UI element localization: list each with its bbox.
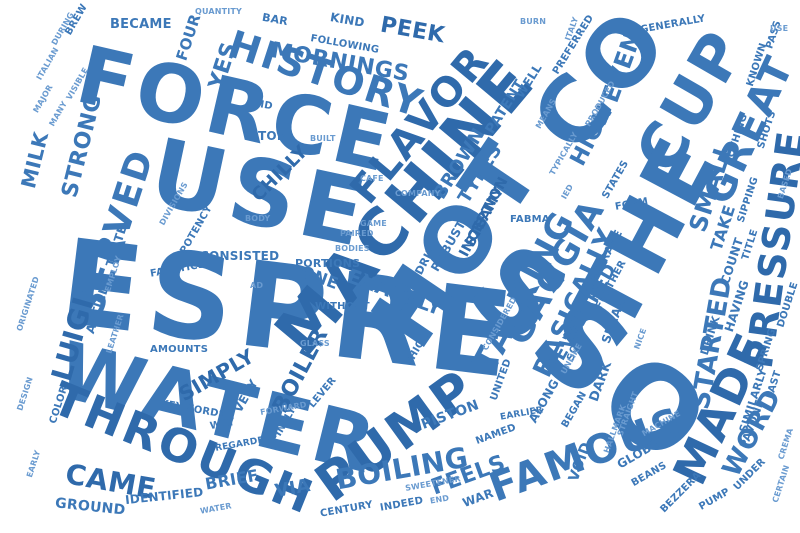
word-fabma: Fabma [510, 215, 550, 225]
word-bodies: Bodies [335, 245, 370, 253]
word-design: Design [16, 376, 34, 412]
word-amounts: Amounts [150, 345, 208, 355]
word-ground: Ground [54, 496, 126, 517]
word-crema: Crema [777, 427, 795, 460]
word-glass: Glass [300, 340, 330, 348]
word-ied: Ied [560, 183, 575, 200]
word-pump-small: Pump [698, 487, 732, 512]
word-bar: Bar [261, 12, 289, 27]
word-water-small: Water [200, 502, 233, 515]
word-indeed: Indeed [379, 496, 424, 513]
word-top: Top [258, 130, 286, 142]
word-end: End [429, 494, 449, 505]
word-originated: Originated [16, 276, 41, 333]
word-quantity: Quantity [195, 8, 242, 16]
word-consisted: Consisted [200, 250, 279, 262]
word-built: Built [310, 135, 336, 143]
word-cafe: Cafe [360, 175, 384, 183]
word-century: Century [320, 500, 374, 519]
word-became: Became [110, 18, 172, 31]
word-kind: Kind [329, 11, 365, 29]
word-milk: Milk [18, 130, 51, 190]
word-ad: Ad [250, 282, 263, 290]
word-paired: Paired [340, 230, 374, 238]
word-game: Game [360, 220, 387, 228]
word-italian: Italian [36, 46, 61, 81]
word-body: Body [245, 215, 270, 223]
word-war: War [461, 487, 495, 509]
word-major: Major [32, 84, 54, 115]
word-peek: Peek [379, 15, 447, 48]
word-burn: Burn [520, 18, 546, 26]
word-company: Company [395, 190, 441, 198]
word-early: Early [26, 449, 42, 478]
word-without: Without [315, 302, 370, 312]
word-many: Many [48, 100, 69, 128]
word-named: Named [475, 423, 518, 447]
word-certain: Certain [772, 464, 792, 504]
word-use-small: Use [770, 25, 788, 33]
